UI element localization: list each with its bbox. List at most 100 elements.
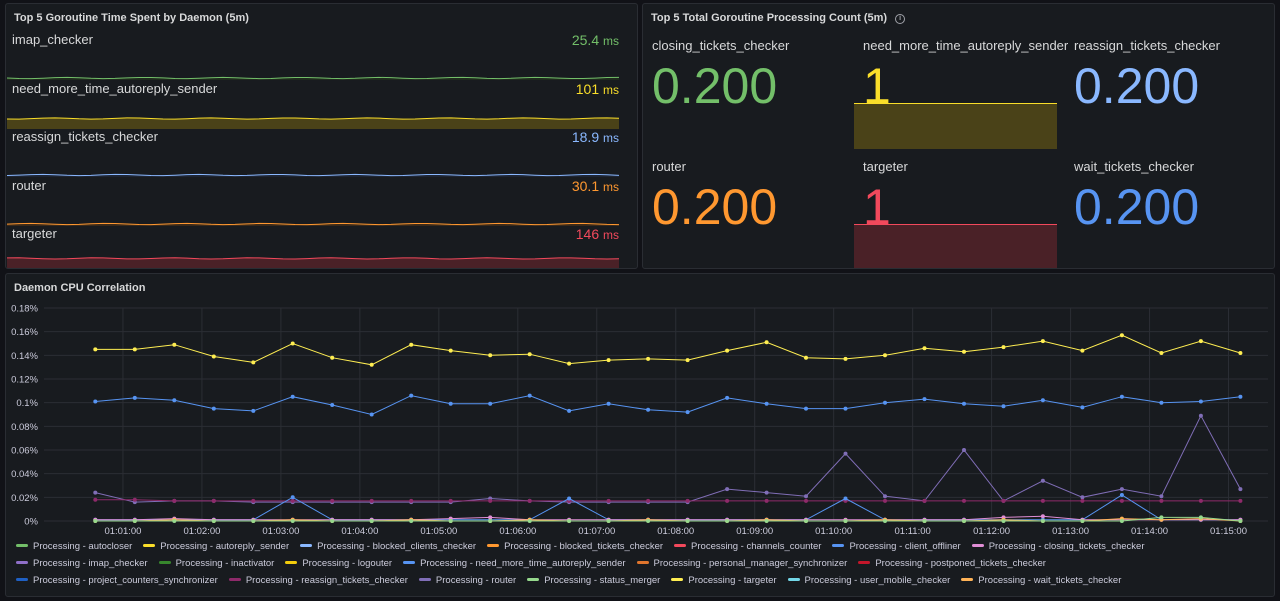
data-point bbox=[725, 348, 730, 353]
data-point bbox=[330, 403, 335, 407]
data-point bbox=[804, 519, 808, 523]
legend-item[interactable]: Processing - postponed_tickets_checker bbox=[858, 555, 1046, 572]
data-point bbox=[606, 519, 611, 523]
data-point bbox=[962, 519, 966, 523]
data-point bbox=[1040, 339, 1045, 344]
data-point bbox=[922, 519, 927, 523]
series-line bbox=[95, 414, 1241, 503]
goroutine-time-panel[interactable]: Top 5 Goroutine Time Spent by Daemon (5m… bbox=[5, 3, 638, 269]
stat-label: targeter bbox=[863, 159, 908, 174]
data-point bbox=[843, 519, 848, 523]
info-icon[interactable]: i bbox=[895, 14, 906, 24]
data-point bbox=[1159, 400, 1164, 405]
data-point bbox=[764, 519, 769, 523]
data-point bbox=[132, 519, 137, 523]
y-tick-label: 0.16% bbox=[11, 327, 38, 338]
legend-item[interactable]: Processing - logouter bbox=[285, 555, 392, 572]
data-point bbox=[764, 490, 769, 495]
data-point bbox=[567, 519, 572, 523]
legend-swatch bbox=[487, 544, 500, 547]
data-point bbox=[685, 410, 690, 415]
data-point bbox=[1198, 399, 1203, 404]
x-tick-label: 01:07:00 bbox=[578, 526, 615, 536]
data-point bbox=[1238, 487, 1243, 492]
series-processing---router bbox=[93, 413, 1243, 505]
data-point bbox=[567, 408, 572, 413]
data-point bbox=[883, 400, 887, 405]
data-point bbox=[369, 412, 374, 417]
data-point bbox=[1001, 345, 1006, 350]
legend-label: Processing - blocked_tickets_checker bbox=[504, 541, 664, 552]
data-point bbox=[883, 519, 887, 523]
panel-title: Top 5 Goroutine Time Spent by Daemon (5m… bbox=[14, 12, 249, 24]
data-point bbox=[409, 342, 414, 347]
data-point bbox=[211, 406, 216, 411]
processing-count-panel[interactable]: Top 5 Total Goroutine Processing Count (… bbox=[642, 3, 1275, 269]
legend-item[interactable]: Processing - targeter bbox=[671, 572, 777, 589]
data-point bbox=[1040, 398, 1045, 403]
legend-item[interactable]: Processing - autoreply_sender bbox=[143, 538, 289, 555]
x-tick-label: 01:02:00 bbox=[183, 526, 220, 536]
data-point bbox=[725, 498, 730, 503]
row-label: imap_checker bbox=[12, 32, 93, 47]
data-point bbox=[172, 519, 177, 523]
legend-item[interactable]: Processing - blocked_clients_checker bbox=[300, 538, 476, 555]
legend-item[interactable]: Processing - personal_manager_synchroniz… bbox=[636, 555, 847, 572]
sparkline-line bbox=[7, 173, 619, 177]
legend-item[interactable]: Processing - inactivator bbox=[158, 555, 274, 572]
cpu-correlation-panel[interactable]: Daemon CPU Correlation 0% 0.02% 0.04% 0.06%… bbox=[5, 273, 1275, 597]
cpu-line-chart[interactable]: 0% 0.02% 0.04% 0.06% 0.08% 0.1% 0.12% 0.14% 0.16… bbox=[6, 274, 1275, 536]
stat-need_more_time_autoreply_sender: need_more_time_autoreply_sender 1 bbox=[854, 34, 1068, 149]
legend-item[interactable]: Processing - user_mobile_checker bbox=[787, 572, 951, 589]
legend-item[interactable]: Processing - closing_tickets_checker bbox=[971, 538, 1144, 555]
data-point bbox=[1119, 498, 1124, 503]
panel-title: Top 5 Total Goroutine Processing Count (… bbox=[651, 12, 906, 24]
data-point bbox=[132, 395, 137, 400]
legend-item[interactable]: Processing - status_merger bbox=[527, 572, 660, 589]
legend-item[interactable]: Processing - client_offliner bbox=[832, 538, 961, 555]
data-point bbox=[962, 349, 966, 354]
legend-label: Processing - client_offliner bbox=[849, 541, 961, 552]
legend-swatch bbox=[143, 544, 156, 547]
data-point bbox=[1001, 498, 1006, 503]
data-point bbox=[1159, 351, 1164, 355]
legend-item[interactable]: Processing - autocloser bbox=[16, 538, 132, 555]
data-point bbox=[764, 401, 769, 406]
legend-swatch bbox=[285, 561, 298, 564]
row-label: reassign_tickets_checker bbox=[12, 129, 158, 144]
stat-wait_tickets_checker: wait_tickets_checker 0.200 bbox=[1065, 155, 1268, 268]
legend-item[interactable]: Processing - imap_checker bbox=[16, 555, 148, 572]
row-sparkline bbox=[7, 76, 619, 80]
legend-item[interactable]: Processing - need_more_time_autoreply_se… bbox=[403, 555, 626, 572]
legend-item[interactable]: Processing - channels_counter bbox=[674, 538, 821, 555]
series-line bbox=[95, 499, 1241, 502]
legend-item[interactable]: Processing - reassign_tickets_checker bbox=[228, 572, 408, 589]
x-tick-label: 01:06:00 bbox=[499, 526, 536, 536]
data-point bbox=[1198, 413, 1203, 418]
panel-title: Daemon CPU Correlation bbox=[14, 282, 146, 294]
data-point bbox=[251, 498, 256, 503]
x-tick-label: 01:15:00 bbox=[1210, 526, 1247, 536]
legend-item[interactable]: Processing - project_counters_synchroniz… bbox=[16, 572, 218, 589]
legend-swatch bbox=[832, 544, 845, 547]
goroutine-row: targeter 146 ms bbox=[7, 226, 619, 268]
row-value: 146 ms bbox=[576, 226, 619, 242]
legend-label: Processing - user_mobile_checker bbox=[804, 575, 951, 586]
data-point bbox=[369, 362, 374, 367]
data-point bbox=[567, 361, 572, 366]
y-tick-label: 0.18% bbox=[11, 304, 38, 315]
data-point bbox=[764, 498, 769, 503]
legend-item[interactable]: Processing - router bbox=[418, 572, 516, 589]
data-point bbox=[646, 519, 651, 523]
row-value-unit: ms bbox=[603, 34, 619, 48]
row-sparkline bbox=[7, 222, 619, 226]
x-tick-label: 01:12:00 bbox=[973, 526, 1010, 536]
legend-item[interactable]: Processing - wait_tickets_checker bbox=[961, 572, 1121, 589]
legend-item[interactable]: Processing - blocked_tickets_checker bbox=[487, 538, 663, 555]
stat-value: 0.200 bbox=[652, 179, 778, 235]
data-point bbox=[1198, 515, 1203, 520]
data-point bbox=[211, 498, 216, 503]
legend-label: Processing - channels_counter bbox=[691, 541, 822, 552]
series-line bbox=[95, 334, 1241, 366]
legend-label: Processing - need_more_time_autoreply_se… bbox=[420, 558, 626, 569]
